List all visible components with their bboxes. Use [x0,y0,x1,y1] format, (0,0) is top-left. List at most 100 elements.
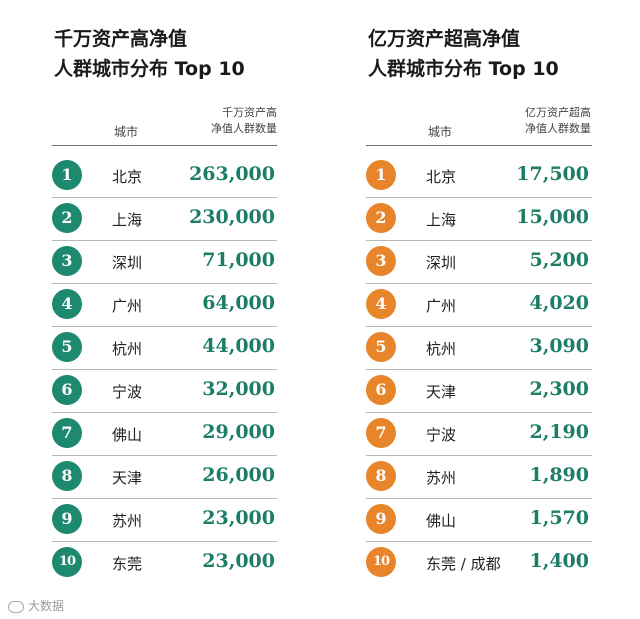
city-name: 上海 [112,211,143,229]
city-name: 广州 [426,297,457,315]
rank-badge: 4 [366,289,396,319]
rank-badge: 1 [52,160,82,190]
rank-badge: 1 [366,160,396,190]
city-name: 深圳 [426,254,457,272]
city-name: 深圳 [112,254,143,272]
population-count: 29,000 [202,421,275,443]
watermark-text: 大数据 [28,599,65,613]
rank-badge: 10 [52,547,82,577]
weibo-logo-icon [8,600,24,613]
population-count: 15,000 [516,206,589,228]
left-col-count-line2: 净值人群数量 [211,122,277,135]
row-divider [366,541,592,542]
row-divider [52,240,277,241]
left-col-count-header: 千万资产高 净值人群数量 [167,105,277,137]
row-divider [52,498,277,499]
rank-badge: 8 [52,461,82,491]
row-divider [52,541,277,542]
population-count: 1,400 [529,550,590,572]
population-count: 1,890 [529,464,590,486]
left-title: 千万资产高净值 人群城市分布 Top 10 [54,24,245,84]
right-title-line2: 人群城市分布 Top 10 [368,58,559,80]
city-name: 北京 [426,168,457,186]
city-name: 天津 [426,383,457,401]
city-name: 东莞 / 成都 [426,555,501,573]
left-col-city-header: 城市 [114,125,139,139]
population-count: 2,300 [529,378,590,400]
right-title: 亿万资产超高净值 人群城市分布 Top 10 [368,24,559,84]
right-header-divider [366,145,592,146]
population-count: 32,000 [202,378,275,400]
row-divider [52,369,277,370]
watermark: 大数据 [8,597,64,614]
row-divider [366,498,592,499]
table-row: 2 上海 15,000 [362,199,592,242]
right-col-count-line2: 净值人群数量 [525,122,591,135]
rank-badge: 6 [366,375,396,405]
rank-badge: 5 [366,332,396,362]
city-name: 佛山 [112,426,143,444]
left-title-line1: 千万资产高净值 [54,28,188,50]
population-count: 2,190 [529,421,590,443]
left-title-line2: 人群城市分布 Top 10 [54,58,245,80]
rank-badge: 9 [366,504,396,534]
table-row: 6 宁波 32,000 [48,371,278,414]
rank-badge: 4 [52,289,82,319]
rank-badge: 7 [52,418,82,448]
table-row: 10 东莞 23,000 [48,543,278,586]
city-name: 东莞 [112,555,143,573]
table-row: 5 杭州 3,090 [362,328,592,371]
population-count: 3,090 [529,335,590,357]
table-row: 9 苏州 23,000 [48,500,278,543]
table-row: 3 深圳 71,000 [48,242,278,285]
right-col-city-header: 城市 [428,125,453,139]
rank-badge: 10 [366,547,396,577]
city-name: 宁波 [112,383,143,401]
population-count: 263,000 [189,163,275,185]
right-col-count-line1: 亿万资产超高 [525,106,591,119]
table-row: 2 上海 230,000 [48,199,278,242]
rank-badge: 3 [52,246,82,276]
population-count: 23,000 [202,507,275,529]
table-row: 1 北京 17,500 [362,156,592,199]
row-divider [52,197,277,198]
population-count: 44,000 [202,335,275,357]
table-row: 6 天津 2,300 [362,371,592,414]
rank-badge: 2 [52,203,82,233]
city-name: 上海 [426,211,457,229]
left-col-count-line1: 千万资产高 [222,106,277,119]
population-count: 26,000 [202,464,275,486]
row-divider [52,412,277,413]
table-row: 7 宁波 2,190 [362,414,592,457]
population-count: 1,570 [529,507,590,529]
row-divider [366,283,592,284]
table-row: 10 东莞 / 成都 1,400 [362,543,592,586]
city-name: 天津 [112,469,143,487]
table-row: 4 广州 4,020 [362,285,592,328]
rank-badge: 3 [366,246,396,276]
rank-badge: 9 [52,504,82,534]
row-divider [366,240,592,241]
left-header-divider [52,145,277,146]
city-name: 佛山 [426,512,457,530]
row-divider [366,412,592,413]
table-row: 8 苏州 1,890 [362,457,592,500]
population-count: 4,020 [529,292,590,314]
table-row: 8 天津 26,000 [48,457,278,500]
city-name: 苏州 [112,512,143,530]
table-row: 7 佛山 29,000 [48,414,278,457]
population-count: 17,500 [516,163,589,185]
row-divider [366,326,592,327]
city-name: 广州 [112,297,143,315]
city-name: 北京 [112,168,143,186]
rank-badge: 7 [366,418,396,448]
population-count: 23,000 [202,550,275,572]
table-row: 1 北京 263,000 [48,156,278,199]
city-name: 宁波 [426,426,457,444]
city-name: 苏州 [426,469,457,487]
table-row: 9 佛山 1,570 [362,500,592,543]
row-divider [366,455,592,456]
row-divider [52,283,277,284]
population-count: 5,200 [529,249,590,271]
table-row: 4 广州 64,000 [48,285,278,328]
